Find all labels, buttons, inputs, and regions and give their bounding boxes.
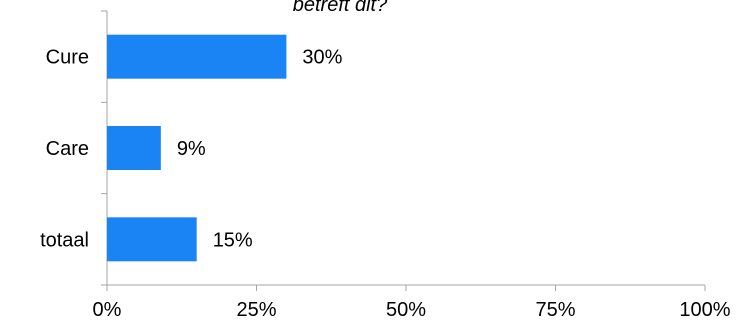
x-tick-label: 75% [535,299,575,321]
value-label: 9% [177,138,206,160]
category-label: Care [46,138,89,160]
chart-title: betreft dit? [293,0,388,16]
category-label: totaal [40,229,89,251]
bars [107,34,287,262]
x-tick-label: 0% [93,299,122,321]
x-tick-label: 25% [236,299,276,321]
x-tick-label: 50% [386,299,426,321]
bar-totaal [107,217,197,262]
bar-cure [107,34,287,79]
value-label: 15% [213,229,253,251]
bar-care [107,126,161,170]
x-tick-label: 100% [679,299,730,321]
category-label: Cure [46,47,89,69]
value-label: 30% [302,47,342,69]
labels: 0% 25% 50% 75% 100% Cure 30% Care 9% totaal 15% [40,47,731,321]
